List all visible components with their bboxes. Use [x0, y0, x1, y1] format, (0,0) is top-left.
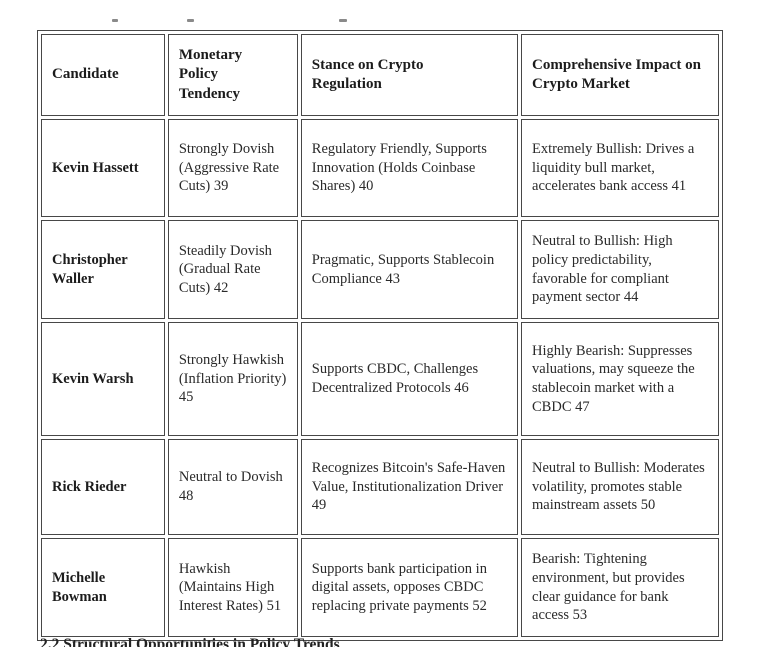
top-edge-text-artifact — [187, 19, 194, 22]
crypto-regulation-cell: Regulatory Friendly, Supports Innovation… — [300, 119, 519, 217]
monetary-policy-cell: Strongly Dovish (Aggressive Rate Cuts) 3… — [167, 119, 298, 217]
table-header-row: Candidate Monetary Policy Tendency Stanc… — [41, 34, 719, 116]
header-candidate-label: Candidate — [52, 66, 119, 83]
header-monetary-policy: Monetary Policy Tendency — [167, 34, 298, 116]
candidate-name: Kevin Hassett — [41, 119, 165, 217]
header-candidate: Candidate — [41, 34, 165, 116]
monetary-policy-cell: Hawkish (Maintains High Interest Rates) … — [167, 538, 298, 637]
crypto-regulation-cell: Supports bank participation in digital a… — [300, 538, 519, 637]
crypto-regulation-cell: Supports CBDC, Challenges Decentralized … — [300, 322, 519, 436]
candidate-name: Kevin Warsh — [41, 322, 165, 436]
candidates-crypto-table: Candidate Monetary Policy Tendency Stanc… — [37, 30, 723, 641]
market-impact-cell: Neutral to Bullish: Moderates volatility… — [521, 439, 719, 535]
table-row-kevin-hassett: Kevin Hassett Strongly Dovish (Aggressiv… — [41, 119, 719, 217]
table-row-michelle-bowman: Michelle Bowman Hawkish (Maintains High … — [41, 538, 719, 637]
header-crypto-regulation-stance-label: Stance on Crypto Regulation — [311, 56, 424, 92]
table-row-rick-rieder: Rick Rieder Neutral to Dovish 48 Recogni… — [41, 439, 719, 535]
header-monetary-policy-label: Monetary Policy Tendency — [178, 47, 243, 102]
candidate-name: Michelle Bowman — [41, 538, 165, 637]
header-crypto-regulation-stance: Stance on Crypto Regulation — [300, 34, 519, 116]
market-impact-cell: Bearish: Tightening environment, but pro… — [521, 538, 719, 637]
monetary-policy-cell: Strongly Hawkish (Inflation Priority) 45 — [167, 322, 298, 436]
header-crypto-market-impact: Comprehensive Impact on Crypto Market — [521, 34, 719, 116]
candidate-name: Christopher Waller — [41, 220, 165, 319]
clipped-section-heading: 2.2 Structural Opportunities in Policy T… — [40, 636, 340, 647]
crypto-regulation-cell: Recognizes Bitcoin's Safe-Haven Value, I… — [300, 439, 519, 535]
top-edge-text-artifact — [112, 19, 118, 22]
market-impact-cell: Neutral to Bullish: High policy predicta… — [521, 220, 719, 319]
table-row-christopher-waller: Christopher Waller Steadily Dovish (Grad… — [41, 220, 719, 319]
candidate-name: Rick Rieder — [41, 439, 165, 535]
top-edge-text-artifact — [339, 19, 347, 22]
monetary-policy-cell: Neutral to Dovish 48 — [167, 439, 298, 535]
header-crypto-market-impact-label: Comprehensive Impact on Crypto Market — [532, 56, 701, 92]
crypto-regulation-cell: Pragmatic, Supports Stablecoin Complianc… — [300, 220, 519, 319]
table-row-kevin-warsh: Kevin Warsh Strongly Hawkish (Inflation … — [41, 322, 719, 436]
monetary-policy-cell: Steadily Dovish (Gradual Rate Cuts) 42 — [167, 220, 298, 319]
market-impact-cell: Highly Bearish: Suppresses valuations, m… — [521, 322, 719, 436]
market-impact-cell: Extremely Bullish: Drives a liquidity bu… — [521, 119, 719, 217]
